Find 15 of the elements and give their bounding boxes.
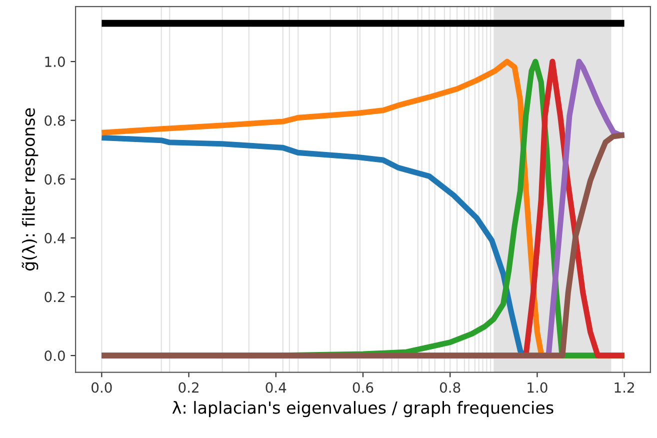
x-tick-label: 0.6 <box>352 382 374 393</box>
y-tick-label: 0.4 <box>44 232 66 244</box>
x-tick-label: 0.4 <box>266 382 286 393</box>
x-tick-label: 1.2 <box>614 382 634 393</box>
x-tick-label: 0.2 <box>178 382 198 393</box>
x-tick-label: 0.8 <box>440 382 460 393</box>
x-tick-label: 1.0 <box>528 382 548 393</box>
y-tick-label: 0.0 <box>44 350 65 362</box>
x-axis-title: λ: laplacian's eigenvalues / graph frequencies <box>172 401 554 418</box>
y-tick-label: 0.6 <box>44 174 65 185</box>
y-tick-label: 1.0 <box>45 56 65 68</box>
y-tick-label: 0.2 <box>44 292 64 302</box>
x-tick-label: 0.0 <box>92 382 112 393</box>
y-tick-label: 0.8 <box>44 115 65 126</box>
y-axis-title: g̃(λ): filter response <box>22 108 38 271</box>
